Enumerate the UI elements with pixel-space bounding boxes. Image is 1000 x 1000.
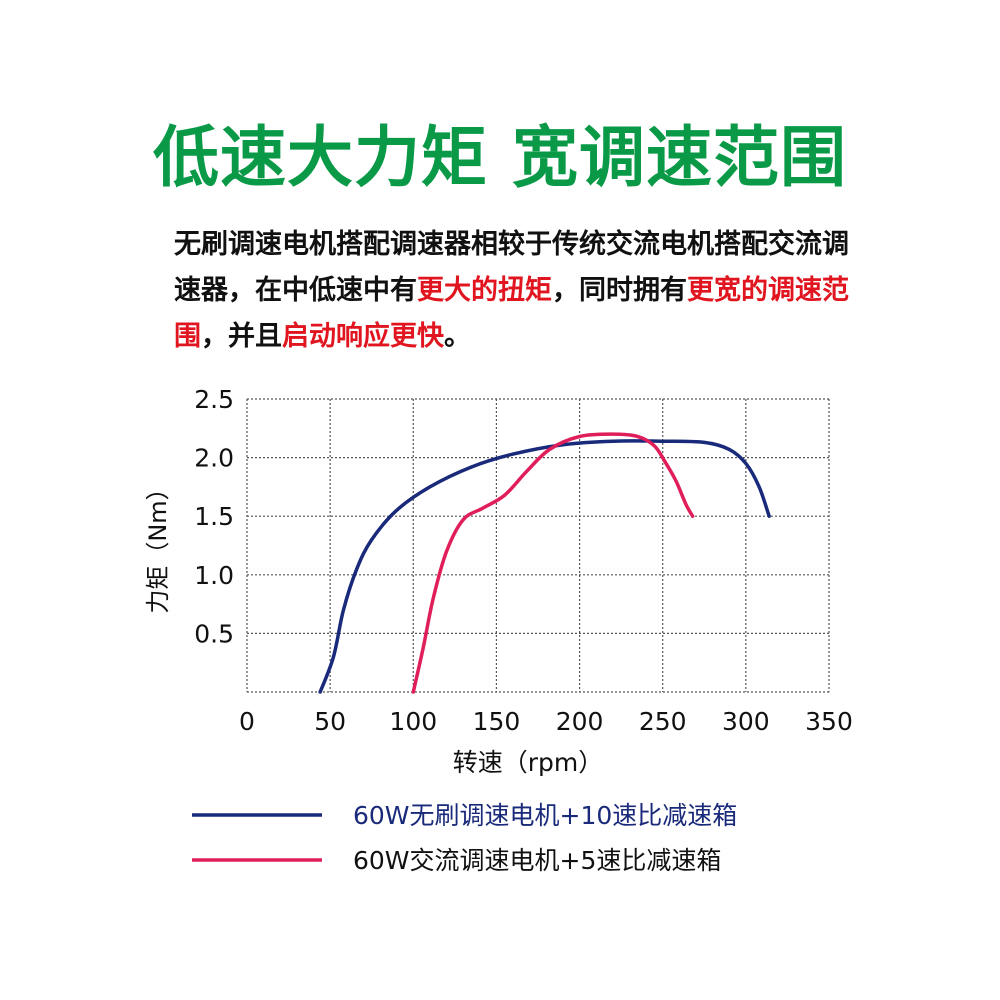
x-tick-label: 0 [239, 707, 255, 736]
x-tick-label: 350 [805, 707, 853, 736]
series-line-1 [318, 439, 771, 694]
description-text: ，并且 [201, 321, 282, 352]
x-tick-label: 250 [639, 707, 687, 736]
x-axis-label: 转速（rpm） [453, 748, 604, 777]
page-title: 低速大力矩 宽调速范围 [153, 119, 847, 196]
description-paragraph: 无刷调速电机搭配调速器相较于传统交流电机搭配交流调速器，在中低速中有更大的扭矩，… [174, 222, 854, 360]
x-tick-label: 150 [473, 707, 521, 736]
chart-series [318, 432, 771, 694]
y-tick-label: 1.0 [194, 561, 234, 590]
chart-axes: 0 50 100 150 200 250 300 350 0.5 1.0 1.5 2.0 2.5 [194, 385, 853, 736]
x-tick-label: 50 [314, 707, 346, 736]
y-axis-label: 力矩（Nm） [144, 476, 172, 613]
series-line-2 [411, 432, 695, 694]
y-tick-label: 2.5 [194, 385, 234, 414]
legend-label-1: 60W无刷调速电机+10速比减速箱 [353, 801, 737, 830]
x-tick-label: 300 [722, 707, 770, 736]
x-tick-label: 100 [389, 707, 437, 736]
x-tick-label: 200 [556, 707, 604, 736]
legend-label-2: 60W交流调速电机+5速比减速箱 [353, 846, 721, 875]
description-text: ，同时拥有 [552, 275, 687, 306]
highlight-text: 更宽的调速范围 [174, 275, 849, 352]
chart-legend: 60W无刷调速电机+10速比减速箱 60W交流调速电机+5速比减速箱 [192, 801, 737, 875]
highlight-text: 更大的扭矩 [417, 275, 552, 306]
description-text: 无刷调速电机搭配调速器相较于传统交流电机搭配交流调速器，在中低速中有 [174, 229, 849, 306]
y-tick-label: 0.5 [194, 619, 234, 648]
highlight-text: 启动响应更快 [282, 321, 444, 352]
description-text: 。 [444, 321, 471, 352]
chart-grid [246, 398, 830, 693]
y-tick-label: 2.0 [194, 444, 234, 473]
y-tick-label: 1.5 [194, 502, 234, 531]
